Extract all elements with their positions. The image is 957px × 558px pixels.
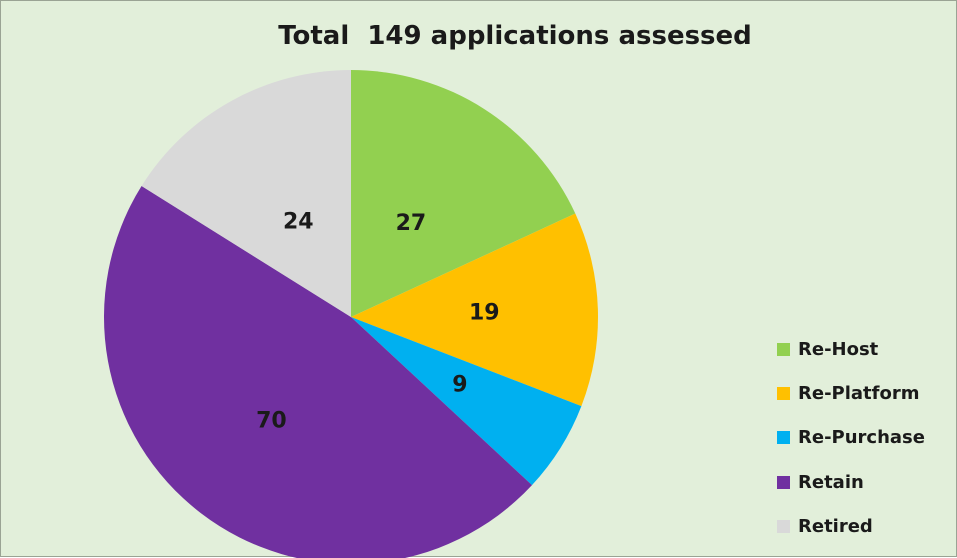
data-label-retired: 24 <box>283 209 314 234</box>
data-label-re-purchase: 9 <box>452 373 467 398</box>
legend-item-re-platform: Re-Platform <box>777 371 925 415</box>
legend-item-retain: Retain <box>777 460 925 504</box>
legend-label: Re-Platform <box>798 382 920 404</box>
pie-slice-re-host <box>351 70 576 317</box>
data-label-retain: 70 <box>256 408 287 433</box>
pie-slice-re-purchase <box>351 317 582 486</box>
legend-swatch <box>777 342 790 356</box>
legend-label: Retain <box>798 471 864 493</box>
legend-swatch <box>777 431 790 445</box>
legend-label: Retired <box>798 515 873 537</box>
legend-label: Re-Purchase <box>798 427 925 449</box>
legend-swatch <box>777 519 790 533</box>
legend-swatch <box>777 475 790 489</box>
pie-slice-re-platform <box>351 213 598 407</box>
legend-swatch <box>777 386 790 400</box>
data-label-re-host: 27 <box>396 211 427 236</box>
legend: Re-Host Re-Platform Re-Purchase Retain Retir… <box>777 327 925 548</box>
legend-label: Re-Host <box>798 338 879 360</box>
legend-item-retired: Retired <box>777 504 925 548</box>
chart-title: Total 149 applications assessed <box>278 21 752 51</box>
legend-item-re-host: Re-Host <box>777 327 925 371</box>
pie-slice-retired <box>141 69 351 317</box>
pie-slice-retain <box>104 186 532 558</box>
data-label-re-platform: 19 <box>469 300 500 325</box>
legend-item-re-purchase: Re-Purchase <box>777 416 925 460</box>
